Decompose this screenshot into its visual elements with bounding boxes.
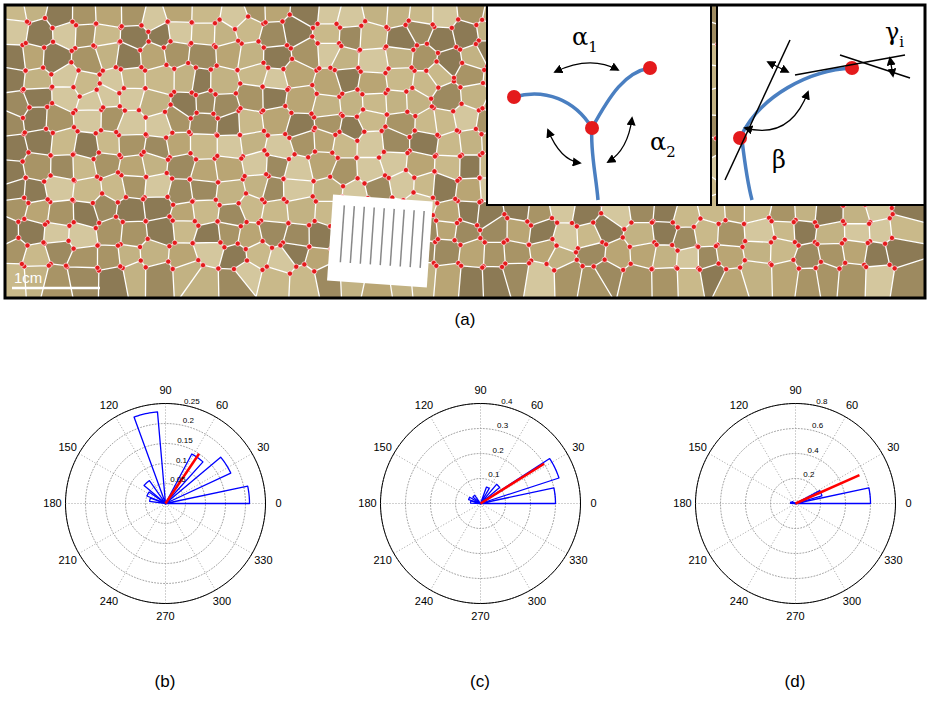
svg-text:0: 0	[275, 497, 281, 509]
svg-text:120: 120	[415, 399, 433, 411]
svg-text:210: 210	[373, 554, 391, 566]
svg-text:30: 30	[572, 441, 584, 453]
html-text:(a): (a)	[454, 310, 476, 329]
svg-text:30: 30	[257, 441, 269, 453]
svg-text:180: 180	[358, 497, 376, 509]
svg-text:γi: γi	[885, 18, 904, 51]
svg-text:300: 300	[213, 595, 231, 607]
svg-text:180: 180	[673, 497, 691, 509]
svg-text:α2: α2	[650, 128, 676, 161]
svg-text:330: 330	[254, 554, 272, 566]
svg-text:270: 270	[156, 610, 174, 622]
svg-text:330: 330	[569, 554, 587, 566]
svg-text:90: 90	[789, 384, 801, 396]
svg-text:0.1: 0.1	[176, 456, 188, 465]
svg-text:240: 240	[730, 595, 748, 607]
svg-text:90: 90	[159, 384, 171, 396]
svg-text:0.25: 0.25	[184, 397, 200, 406]
svg-text:210: 210	[688, 554, 706, 566]
svg-text:240: 240	[100, 595, 118, 607]
html-text:(d): (d)	[784, 672, 806, 691]
svg-text:330: 330	[884, 554, 902, 566]
svg-text:60: 60	[846, 399, 858, 411]
svg-text:0: 0	[590, 497, 596, 509]
svg-text:90: 90	[474, 384, 486, 396]
svg-text:0.8: 0.8	[816, 397, 828, 406]
svg-text:180: 180	[43, 497, 61, 509]
svg-text:0.2: 0.2	[183, 416, 195, 425]
svg-text:210: 210	[58, 554, 76, 566]
svg-text:150: 150	[688, 441, 706, 453]
svg-text:0.3: 0.3	[497, 421, 509, 430]
svg-text:30: 30	[887, 441, 899, 453]
svg-text:β: β	[772, 146, 786, 174]
html-text:(c): (c)	[470, 672, 490, 691]
html-text:(b): (b)	[154, 672, 176, 691]
svg-text:270: 270	[786, 610, 804, 622]
svg-text:240: 240	[415, 595, 433, 607]
svg-text:150: 150	[373, 441, 391, 453]
svg-text:1cm: 1cm	[14, 269, 42, 286]
svg-text:0.05: 0.05	[170, 475, 186, 484]
svg-text:300: 300	[843, 595, 861, 607]
svg-text:270: 270	[471, 610, 489, 622]
svg-text:0.4: 0.4	[808, 446, 820, 455]
svg-text:60: 60	[216, 399, 228, 411]
svg-text:300: 300	[528, 595, 546, 607]
svg-text:150: 150	[58, 441, 76, 453]
svg-text:0.2: 0.2	[493, 446, 505, 455]
svg-text:0.6: 0.6	[812, 421, 824, 430]
svg-text:60: 60	[531, 399, 543, 411]
svg-text:0.1: 0.1	[488, 470, 500, 479]
svg-text:120: 120	[100, 399, 118, 411]
svg-text:α1: α1	[572, 23, 598, 56]
svg-text:0.4: 0.4	[501, 397, 513, 406]
svg-text:120: 120	[730, 399, 748, 411]
svg-text:0.15: 0.15	[177, 436, 193, 445]
svg-text:0: 0	[905, 497, 911, 509]
svg-text:0.2: 0.2	[803, 470, 815, 479]
